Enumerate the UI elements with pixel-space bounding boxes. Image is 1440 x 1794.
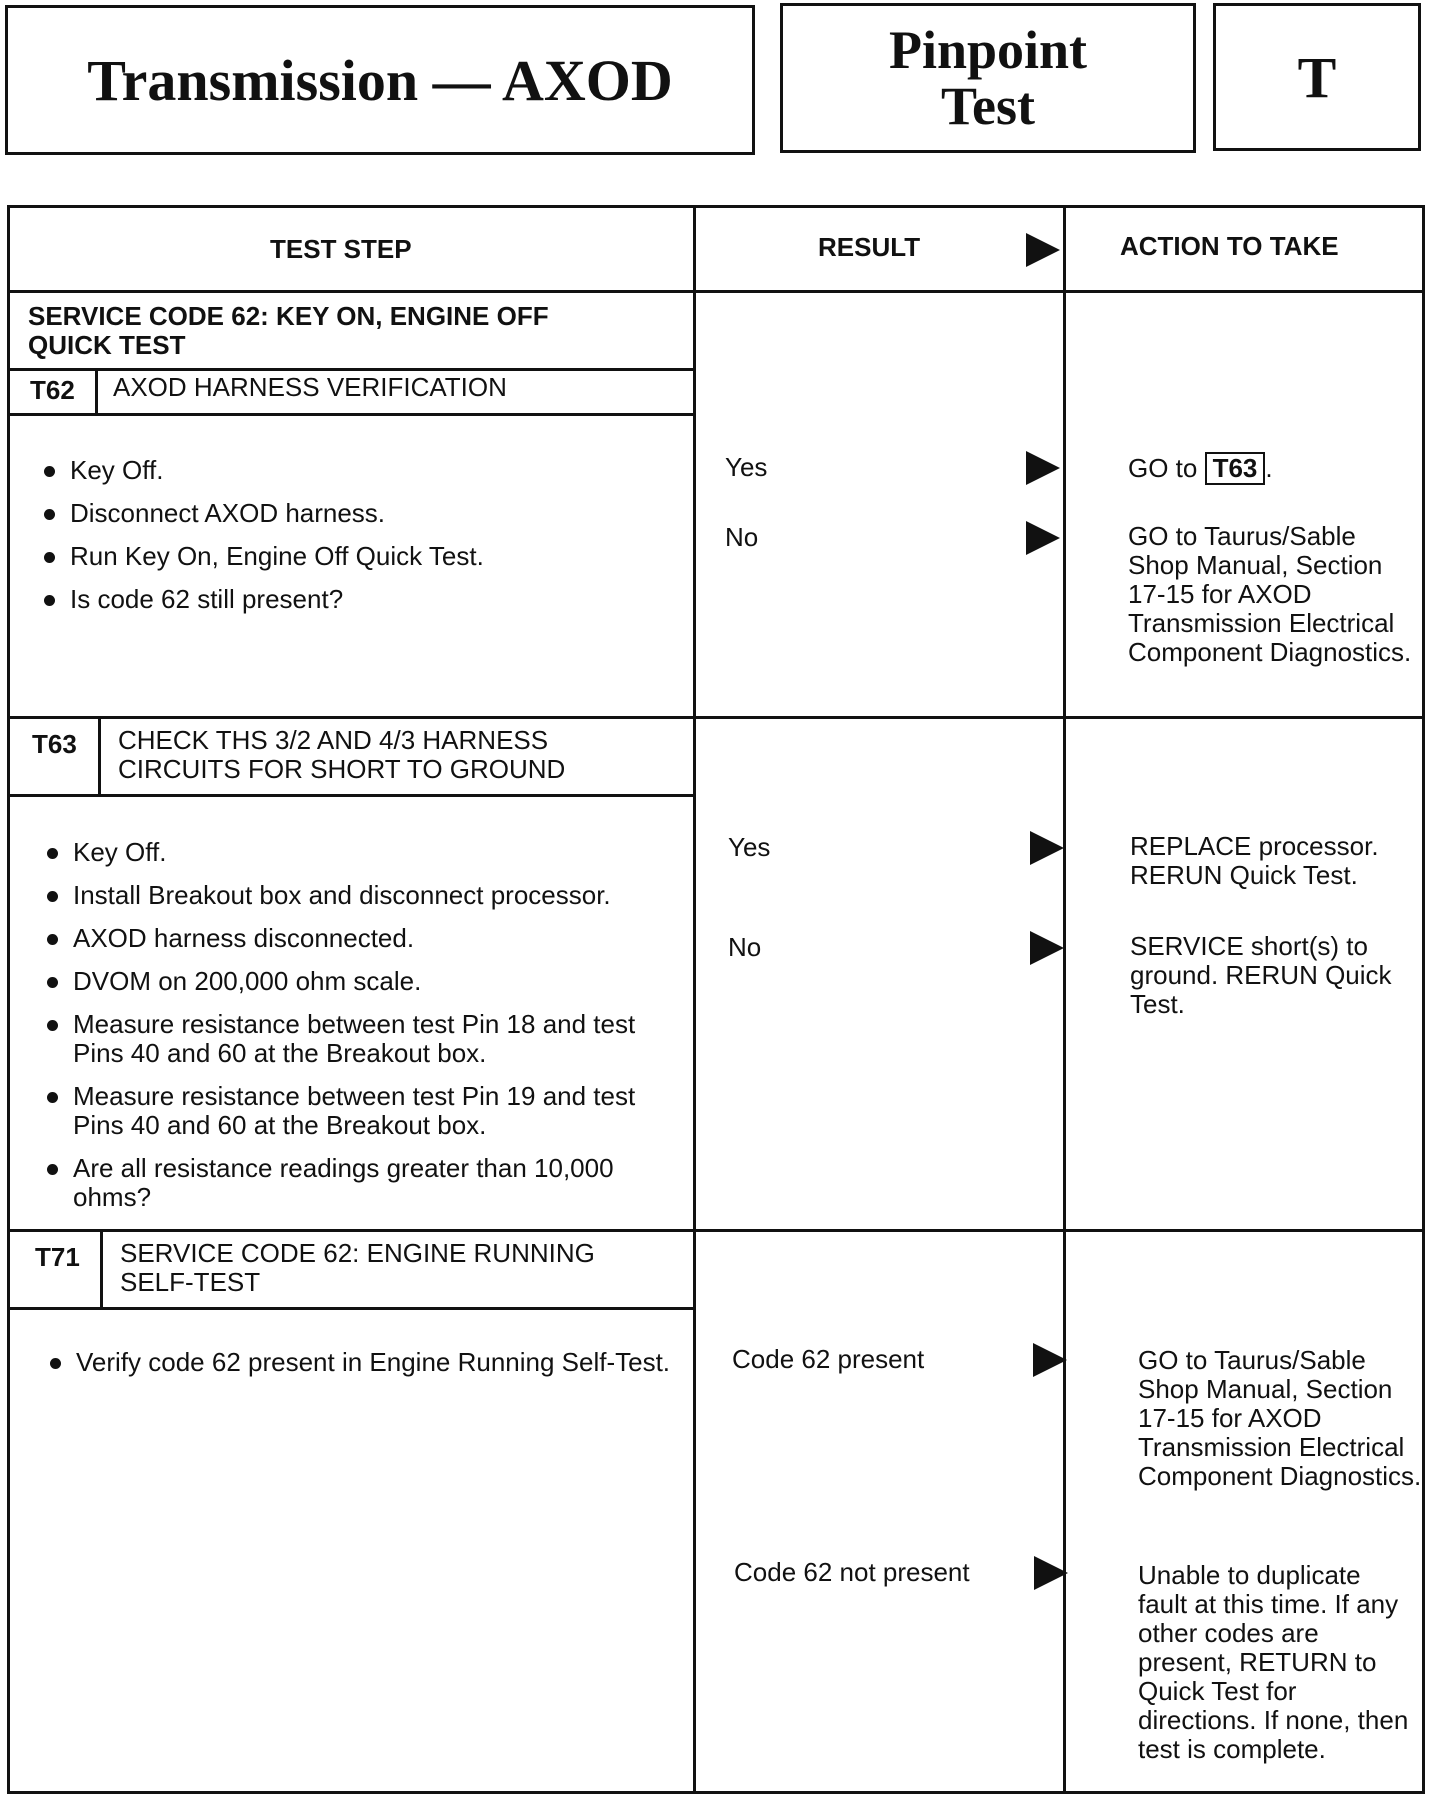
- divider: [10, 1307, 695, 1310]
- arrow-icon: [1026, 451, 1060, 485]
- step-title: AXOD HARNESS VERIFICATION: [113, 372, 507, 402]
- result-label: Code 62 present: [732, 1344, 925, 1374]
- result-label: Yes: [725, 452, 768, 482]
- divider: [10, 1229, 1422, 1232]
- list-item: AXOD harness disconnected.: [43, 924, 683, 953]
- divider: [100, 1229, 103, 1309]
- divider: [10, 290, 1422, 293]
- action-suffix: .: [1265, 453, 1273, 483]
- arrow-icon: [1030, 831, 1064, 865]
- list-item: Are all resistance readings greater than…: [43, 1154, 683, 1212]
- divider: [10, 413, 695, 416]
- step-bullets: Verify code 62 present in Engine Running…: [46, 1348, 686, 1391]
- page-title: Transmission — AXOD: [87, 47, 673, 113]
- action-prefix: GO to: [1128, 453, 1198, 483]
- step-bullets: Key Off. Install Breakout box and discon…: [43, 838, 683, 1226]
- list-item: DVOM on 200,000 ohm scale.: [43, 967, 683, 996]
- action-text: GO to T63.: [1128, 452, 1273, 485]
- column-header-test-step: TEST STEP: [270, 234, 412, 264]
- arrow-icon: [1026, 233, 1060, 267]
- step-link-t63[interactable]: T63: [1204, 452, 1266, 485]
- section-box: Pinpoint Test: [780, 3, 1196, 153]
- arrow-icon: [1030, 931, 1064, 965]
- step-id: T71: [35, 1242, 80, 1272]
- divider: [95, 368, 98, 415]
- action-text: GO to Taurus/Sable Shop Manual, Section …: [1138, 1345, 1422, 1491]
- list-item: Disconnect AXOD harness.: [40, 499, 680, 528]
- list-item: Key Off.: [40, 456, 680, 485]
- action-text: SERVICE short(s) to ground. RERUN Quick …: [1130, 931, 1392, 1019]
- arrow-icon: [1034, 1556, 1068, 1590]
- step-bullets: Key Off. Disconnect AXOD harness. Run Ke…: [40, 456, 680, 628]
- divider: [10, 794, 695, 797]
- step-title: SERVICE CODE 62: ENGINE RUNNING SELF-TES…: [120, 1238, 595, 1297]
- arrow-icon: [1033, 1343, 1067, 1377]
- section-title: Pinpoint Test: [888, 20, 1088, 136]
- letter-box: T: [1213, 3, 1421, 151]
- list-item: Measure resistance between test Pin 18 a…: [43, 1010, 683, 1068]
- result-label: Yes: [728, 832, 771, 862]
- step-id: T63: [32, 729, 77, 759]
- divider: [693, 208, 696, 1791]
- result-label: No: [728, 932, 762, 962]
- divider: [10, 716, 1422, 719]
- title-box: Transmission — AXOD: [5, 5, 755, 155]
- pinpoint-table: TEST STEP RESULT ACTION TO TAKE SERVICE …: [7, 205, 1425, 1794]
- list-item: Verify code 62 present in Engine Running…: [46, 1348, 686, 1377]
- section-letter: T: [1297, 44, 1337, 110]
- divider: [10, 368, 695, 371]
- list-item: Run Key On, Engine Off Quick Test.: [40, 542, 680, 571]
- action-text: GO to Taurus/Sable Shop Manual, Section …: [1128, 521, 1412, 667]
- action-text: Unable to duplicate fault at this time. …: [1138, 1560, 1409, 1764]
- divider: [1063, 208, 1066, 1791]
- list-item: Key Off.: [43, 838, 683, 867]
- step-id: T62: [30, 375, 75, 405]
- action-text: REPLACE processor. RERUN Quick Test.: [1130, 831, 1379, 890]
- arrow-icon: [1026, 521, 1060, 555]
- list-item: Is code 62 still present?: [40, 585, 680, 614]
- result-label: No: [725, 522, 759, 552]
- step-title: CHECK THS 3/2 AND 4/3 HARNESS CIRCUITS F…: [118, 725, 566, 784]
- result-label: Code 62 not present: [734, 1557, 970, 1587]
- column-header-result: RESULT: [818, 232, 921, 262]
- list-item: Install Breakout box and disconnect proc…: [43, 881, 683, 910]
- list-item: Measure resistance between test Pin 19 a…: [43, 1082, 683, 1140]
- service-code-title: SERVICE CODE 62: KEY ON, ENGINE OFF QUIC…: [28, 301, 549, 360]
- divider: [98, 716, 101, 796]
- column-header-action: ACTION TO TAKE: [1120, 231, 1339, 261]
